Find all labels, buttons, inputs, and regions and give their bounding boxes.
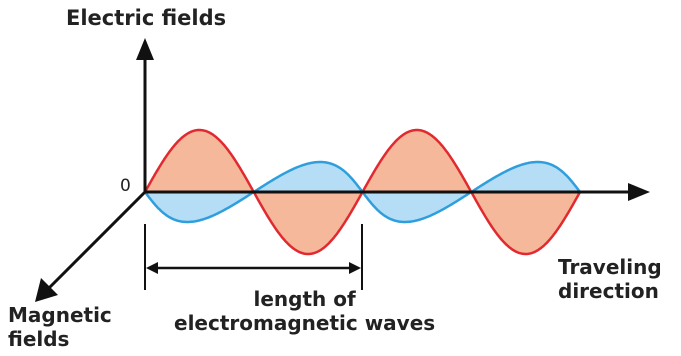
wavelength-label-line-1: length of [253,287,356,311]
origin-label: 0 [120,176,131,196]
wavelength-bracket [144,224,363,290]
electric-axis-arrowhead [136,38,154,60]
electric-fields-label: Electric fields [66,6,227,30]
magnetic-fields-line-2: fields [8,326,70,351]
traveling-direction-line-1: Traveling [558,255,662,279]
wavelength-label: length of electromagnetic waves [174,287,436,335]
wavelength-label-line-2: electromagnetic waves [174,310,436,335]
traveling-direction-label: Traveling direction [558,255,662,303]
traveling-axis-arrowhead [628,183,650,201]
magnetic-fields-label: Magnetic fields [8,303,112,351]
traveling-direction-line-2: direction [558,278,659,303]
wavelength-arrow-left [146,262,158,274]
axes [35,38,650,302]
wavelength-arrow-right [349,262,361,274]
magnetic-axis-arrowhead [35,278,58,302]
magnetic-fields-line-1: Magnetic [8,303,112,327]
magnetic-axis [46,190,147,291]
